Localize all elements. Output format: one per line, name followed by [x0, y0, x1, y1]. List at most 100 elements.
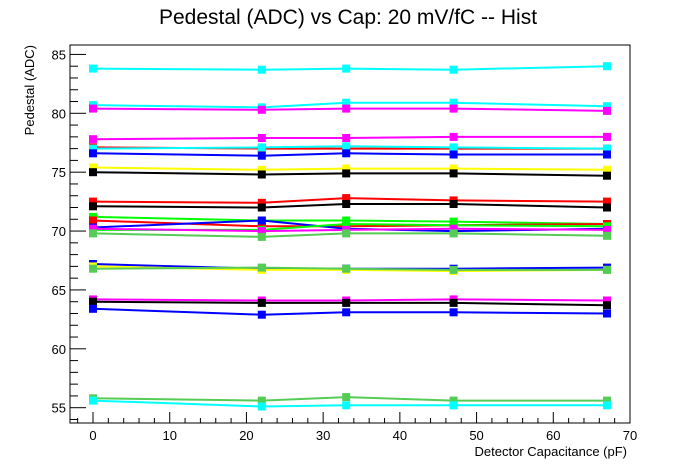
data-point: [89, 104, 97, 113]
data-point: [342, 169, 351, 178]
data-point: [342, 134, 351, 142]
data-point: [342, 164, 351, 173]
data-point: [342, 220, 351, 228]
data-point: [89, 304, 97, 313]
x-tick-label: 0: [89, 428, 96, 443]
data-point: [603, 225, 611, 234]
data-point: [257, 227, 266, 236]
data-point: [449, 98, 458, 107]
data-point: [257, 134, 266, 142]
series-24: [89, 396, 611, 411]
data-point: [89, 224, 97, 233]
data-point: [603, 62, 611, 71]
series-0: [89, 62, 611, 74]
data-point: [257, 151, 266, 160]
data-point: [89, 64, 97, 73]
data-point: [342, 229, 351, 238]
data-point: [603, 197, 611, 206]
data-point: [342, 308, 351, 317]
data-point: [257, 203, 266, 212]
data-point: [342, 149, 351, 158]
data-point: [449, 150, 458, 159]
y-tick-label: 85: [52, 47, 66, 62]
data-point: [89, 149, 97, 158]
series-10: [89, 200, 611, 212]
data-point: [603, 265, 611, 274]
series-6: [89, 149, 611, 160]
series-5: [89, 142, 611, 153]
data-point: [89, 144, 97, 153]
series-layer: [89, 62, 611, 411]
data-point: [449, 229, 458, 238]
series-3: [89, 132, 611, 144]
data-point: [342, 264, 351, 273]
data-point: [257, 65, 266, 74]
data-point: [603, 171, 611, 180]
data-point: [449, 401, 458, 410]
data-point: [603, 102, 611, 111]
x-tick-label: 10: [162, 428, 176, 443]
plot-frame: [69, 44, 631, 424]
data-point: [89, 197, 97, 206]
data-point: [257, 198, 266, 207]
data-point: [603, 296, 611, 305]
series-7: [89, 163, 611, 174]
series-19: [89, 263, 611, 274]
data-point: [449, 169, 458, 178]
data-point: [342, 98, 351, 107]
data-point: [89, 163, 97, 172]
data-point: [342, 401, 351, 410]
data-point: [603, 144, 611, 153]
data-point: [89, 264, 97, 273]
x-tick-label: 50: [469, 428, 483, 443]
data-point: [603, 401, 611, 410]
data-point: [449, 164, 458, 173]
series-8: [89, 168, 611, 180]
chart-title: Pedestal (ADC) vs Cap: 20 mV/fC -- Hist: [159, 6, 537, 29]
axis-layer: 0 10 20 30 40 50 60 70 55 60 65 70 75 80 85: [52, 47, 638, 443]
data-point: [257, 263, 266, 272]
y-tick-label: 75: [52, 165, 66, 180]
data-point: [342, 393, 351, 402]
data-point: [257, 310, 266, 319]
data-point: [257, 143, 266, 152]
data-point: [603, 301, 611, 310]
data-point: [603, 150, 611, 159]
x-tick-label: 30: [316, 428, 330, 443]
series-22: [89, 304, 611, 319]
data-point: [257, 402, 266, 411]
x-tick-label: 40: [393, 428, 407, 443]
x-tick-label: 20: [239, 428, 253, 443]
data-point: [449, 132, 458, 141]
data-point: [89, 297, 97, 306]
data-point: [603, 396, 611, 405]
data-point: [342, 200, 351, 208]
data-point: [449, 265, 458, 274]
data-point: [449, 200, 458, 208]
data-point: [89, 168, 97, 177]
data-point: [603, 309, 611, 318]
data-point: [342, 104, 351, 113]
data-point: [89, 135, 97, 144]
data-point: [342, 64, 351, 73]
data-point: [257, 396, 266, 405]
series-2: [89, 104, 611, 115]
data-point: [449, 224, 458, 233]
data-point: [603, 231, 611, 240]
data-point: [603, 165, 611, 174]
data-point: [449, 396, 458, 405]
x-tick-label: 60: [546, 428, 560, 443]
x-axis-label: Detector Capacitance (pF): [475, 444, 627, 459]
data-point: [89, 216, 97, 225]
series-21: [89, 297, 611, 310]
series-16: [89, 229, 611, 241]
data-point: [603, 106, 611, 115]
y-tick-label: 80: [52, 106, 66, 121]
data-point: [449, 104, 458, 113]
data-point: [603, 132, 611, 141]
y-tick-label: 65: [52, 283, 66, 298]
data-point: [449, 65, 458, 74]
data-point: [257, 232, 266, 241]
y-tick-label: 60: [52, 342, 66, 357]
